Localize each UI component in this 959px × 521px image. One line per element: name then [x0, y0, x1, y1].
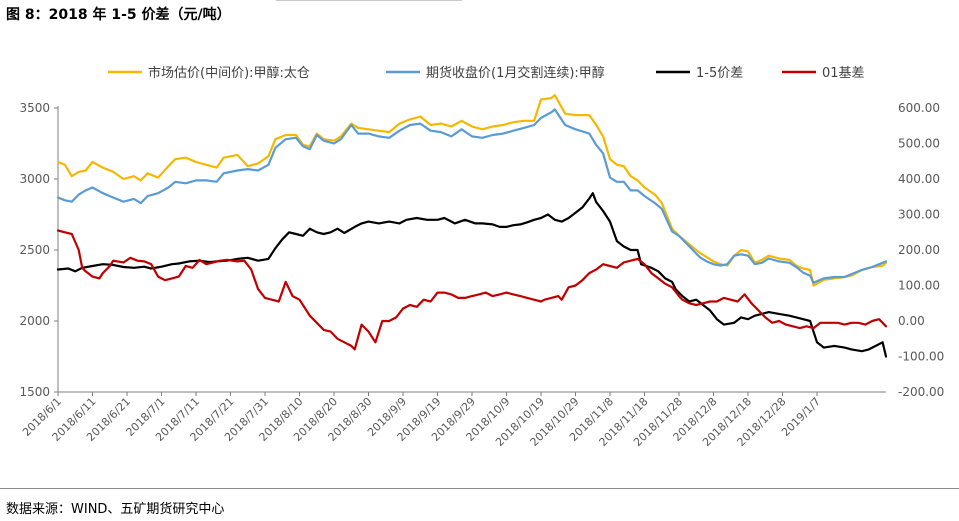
right-tick-label: -200.00 [898, 385, 944, 399]
legend-label-3: 1-5价差 [696, 66, 743, 81]
right-tick-label: 400.00 [898, 172, 940, 186]
figure-title: 图 8：2018 年 1-5 价差（元/吨） [6, 7, 231, 23]
left-tick-label: 3500 [19, 101, 50, 115]
right-tick-label: 300.00 [898, 208, 940, 222]
right-tick-label: 0.00 [898, 314, 925, 328]
series-line-1 [56, 94, 888, 287]
legend-label-1: 市场估价(中间价):甲醇:太仓 [148, 65, 310, 81]
chart-series [56, 94, 888, 358]
legend-label-4: 01基差 [822, 66, 865, 81]
right-tick-label: 200.00 [898, 243, 940, 257]
left-tick-label: 1500 [19, 385, 50, 399]
legend-label-2: 期货收盘价(1月交割连续):甲醇 [426, 65, 605, 81]
right-tick-label: 100.00 [898, 279, 940, 293]
right-tick-label: 600.00 [898, 101, 940, 115]
series-line-3 [56, 192, 888, 358]
source-divider [0, 488, 959, 489]
right-tick-label: -100.00 [898, 350, 944, 364]
right-tick-label: 500.00 [898, 137, 940, 151]
left-tick-label: 2000 [19, 314, 50, 328]
series-line-4 [56, 229, 888, 351]
methanol-price-spread-chart: 市场估价(中间价):甲醇:太仓 期货收盘价(1月交割连续):甲醇 1-5价差 01基差… [19, 65, 944, 449]
chart-legend: 市场估价(中间价):甲醇:太仓 期货收盘价(1月交割连续):甲醇 1-5价差 01基差 [108, 65, 865, 81]
source-note: 数据来源：WIND、五矿期货研究中心 [6, 502, 225, 517]
left-tick-label: 2500 [19, 243, 50, 257]
title-top-rule [276, 0, 462, 1]
series-line-2 [56, 108, 888, 284]
left-tick-label: 3000 [19, 172, 50, 186]
